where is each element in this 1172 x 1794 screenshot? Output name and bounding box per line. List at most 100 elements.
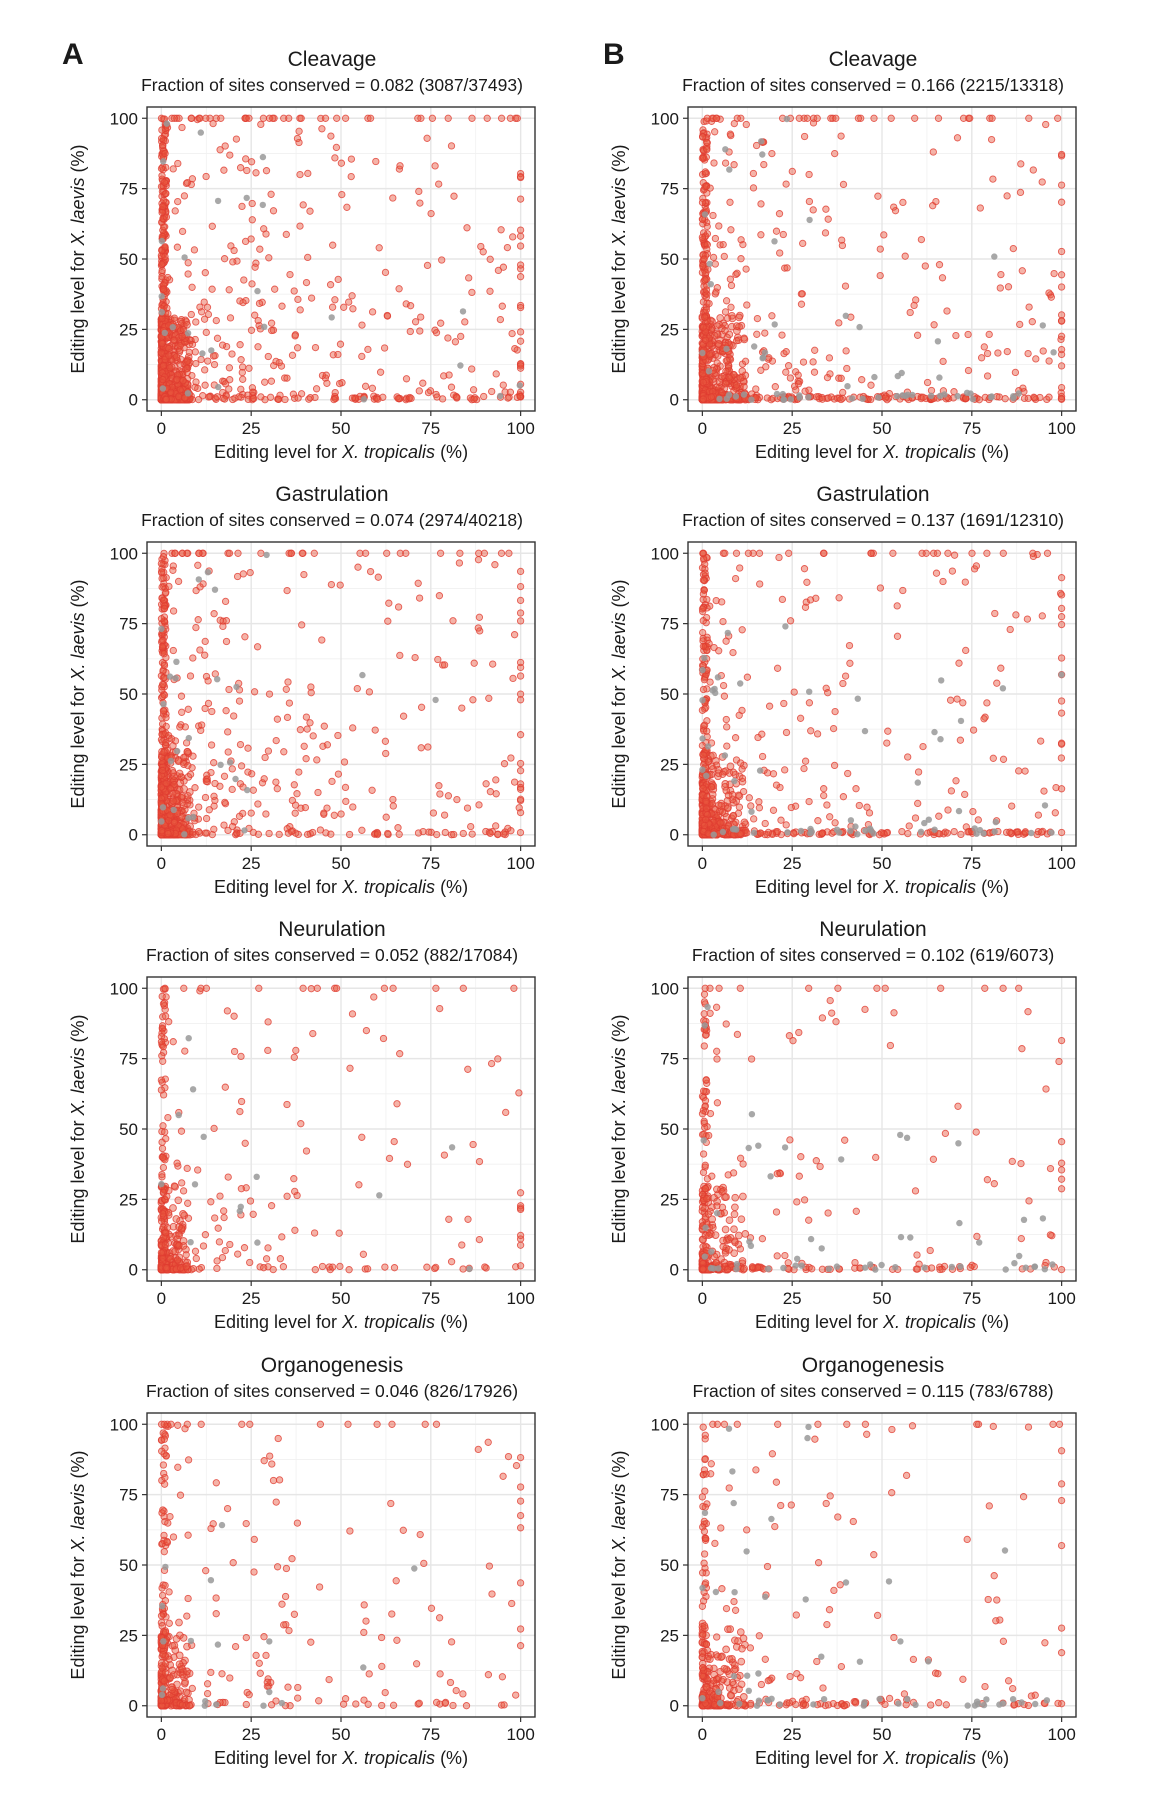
point-not-conserved [957, 717, 965, 725]
x-tick-label: 25 [242, 419, 261, 438]
point-not-conserved [761, 349, 769, 356]
point-conserved [1057, 317, 1066, 325]
point-conserved [782, 180, 790, 188]
point-conserved [488, 387, 496, 396]
point-conserved [516, 173, 525, 181]
point-conserved [929, 1155, 938, 1163]
point-conserved [775, 553, 783, 562]
point-conserved [417, 703, 426, 711]
point-conserved [269, 1265, 277, 1274]
point-not-conserved [214, 676, 221, 683]
point-conserved [706, 678, 714, 686]
point-conserved [159, 1000, 168, 1008]
point-conserved [174, 197, 182, 206]
point-conserved [192, 1254, 200, 1263]
point-not-conserved [771, 321, 778, 328]
point-conserved [280, 114, 288, 122]
point-conserved [385, 1154, 394, 1163]
chart-subtitle: Fraction of sites conserved = 0.052 (882… [145, 945, 519, 965]
point-not-conserved [726, 166, 733, 173]
point-conserved [943, 307, 951, 315]
point-conserved [475, 549, 483, 557]
point-conserved [376, 368, 385, 376]
point-conserved [259, 114, 268, 122]
point-conserved [914, 799, 922, 808]
point-conserved [516, 759, 525, 768]
point-conserved [158, 273, 166, 281]
y-axis-label: Editing level for X. laevis (%) [609, 107, 631, 411]
point-conserved [179, 825, 187, 833]
point-conserved [711, 260, 719, 268]
point-conserved [977, 354, 986, 362]
point-conserved [242, 155, 250, 163]
point-conserved [274, 395, 283, 403]
point-conserved [200, 315, 209, 323]
point-conserved [307, 294, 316, 302]
point-conserved [244, 768, 252, 776]
point-conserved [837, 395, 845, 404]
point-not-conserved [1010, 393, 1017, 400]
point-conserved [701, 1184, 709, 1193]
point-conserved [769, 806, 778, 814]
point-conserved [841, 672, 850, 680]
point-conserved [470, 395, 478, 403]
point-conserved [207, 1198, 215, 1206]
y-tick-label: 25 [119, 320, 138, 339]
point-conserved [291, 1226, 299, 1234]
point-conserved [731, 574, 740, 583]
point-conserved [516, 242, 525, 250]
point-conserved [700, 313, 709, 321]
point-conserved [463, 804, 472, 812]
point-conserved [334, 350, 342, 359]
point-conserved [771, 383, 779, 391]
point-not-conserved [1041, 802, 1049, 809]
point-conserved [857, 114, 865, 122]
point-not-conserved [159, 804, 167, 811]
point-conserved [224, 826, 232, 835]
point-conserved [884, 727, 892, 735]
point-conserved [349, 305, 357, 313]
point-conserved [374, 395, 382, 403]
point-conserved [197, 355, 205, 364]
point-conserved [994, 349, 1002, 357]
point-conserved [699, 1150, 708, 1158]
point-conserved [296, 726, 305, 734]
point-conserved [775, 210, 784, 218]
point-conserved [213, 1264, 221, 1273]
point-conserved [1034, 811, 1043, 819]
x-axis-label: Editing level for X. tropicalis (%) [147, 1312, 535, 1333]
point-conserved [183, 368, 191, 377]
point-conserved [469, 1140, 477, 1149]
point-conserved [805, 699, 814, 707]
point-conserved [246, 1197, 255, 1205]
x-tick-label: 25 [783, 419, 802, 438]
point-conserved [440, 661, 449, 669]
point-not-conserved [780, 396, 787, 403]
point-conserved [390, 1137, 398, 1146]
point-conserved [188, 764, 196, 772]
point-conserved [1054, 114, 1062, 122]
point-conserved [876, 245, 884, 253]
point-conserved [919, 742, 927, 751]
point-conserved [516, 273, 525, 281]
point-conserved [196, 646, 204, 654]
point-conserved [159, 707, 168, 715]
point-conserved [964, 330, 972, 339]
point-not-conserved [732, 393, 740, 400]
point-conserved [779, 230, 787, 239]
point-not-conserved [971, 825, 978, 832]
point-conserved [161, 1128, 169, 1136]
point-conserved [1057, 654, 1066, 662]
point-conserved [468, 288, 476, 297]
point-not-conserved [710, 831, 717, 838]
point-conserved [899, 586, 907, 595]
point-conserved [171, 549, 179, 557]
point-conserved [162, 189, 170, 198]
point-conserved [303, 830, 312, 839]
point-conserved [157, 1076, 166, 1084]
point-conserved [312, 385, 321, 393]
point-conserved [841, 282, 850, 290]
point-conserved [449, 617, 457, 625]
point-conserved [944, 806, 952, 814]
point-conserved [453, 795, 461, 804]
